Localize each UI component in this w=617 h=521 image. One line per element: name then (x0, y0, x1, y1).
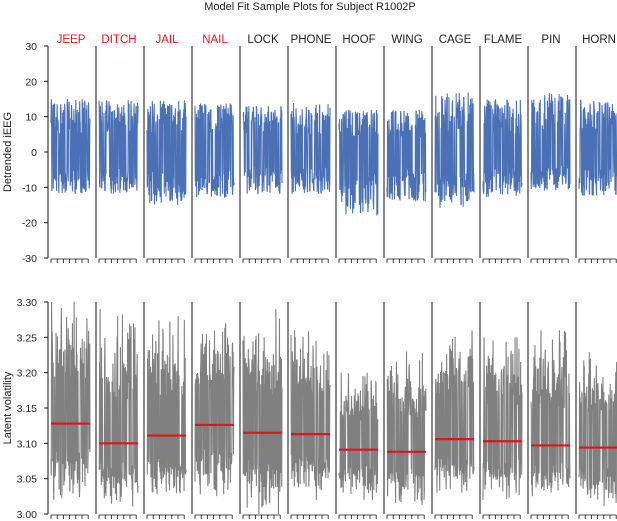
category-label: DITCH (101, 34, 136, 46)
y-tick-label-top: 30 (25, 41, 37, 53)
ieeg-trace (578, 99, 617, 196)
ieeg-trace (482, 99, 523, 197)
category-label: PHONE (291, 34, 332, 46)
volatility-trace (386, 351, 427, 505)
category-label: NAIL (202, 34, 228, 46)
y-tick-label-bottom: 3.30 (17, 297, 38, 309)
volatility-trace (530, 330, 571, 497)
panels-group: -30 -20 -10 0 10 20 30 3.00 3.05 3.10 3.15 3.20 3.25… (17, 34, 617, 521)
category-label: CAGE (439, 34, 472, 46)
volatility-trace (50, 301, 91, 500)
volatility-trace (434, 330, 475, 493)
category-label: JAIL (155, 34, 179, 46)
y-axis-label-top: Detrended iEEG (2, 112, 14, 192)
y-tick-label-bottom: 3.05 (17, 474, 38, 486)
y-tick-label-top: -10 (22, 182, 37, 194)
ieeg-trace (50, 99, 91, 194)
volatility-trace (146, 316, 187, 495)
category-label: LOCK (247, 34, 279, 46)
ieeg-trace (434, 92, 475, 208)
ieeg-trace (530, 92, 571, 191)
y-tick-label-top: 20 (25, 76, 37, 88)
category-label: JEEP (57, 34, 86, 46)
volatility-trace (338, 372, 379, 500)
volatility-trace (290, 330, 331, 500)
ieeg-trace (338, 109, 379, 216)
y-tick-label-bottom: 3.25 (17, 332, 38, 344)
category-label: HORN (582, 34, 616, 46)
y-tick-label-top: -30 (22, 253, 37, 265)
category-label: PIN (541, 34, 560, 46)
ieeg-trace (194, 103, 235, 198)
y-axis-label-bottom: Latent volatility (2, 371, 14, 444)
y-tick-label-bottom: 3.20 (17, 368, 38, 380)
category-label: FLAME (484, 34, 523, 46)
volatility-trace (578, 352, 617, 506)
y-tick-label-bottom: 3.00 (17, 509, 38, 521)
ieeg-trace (242, 105, 283, 195)
volatility-trace (482, 337, 523, 500)
y-tick-label-bottom: 3.15 (17, 403, 38, 415)
category-label: WING (391, 34, 422, 46)
volatility-trace (98, 309, 139, 507)
ieeg-trace (386, 109, 427, 202)
y-tick-label-top: -20 (22, 218, 37, 230)
y-tick-label-bottom: 3.10 (17, 438, 38, 450)
volatility-trace (242, 309, 283, 515)
y-tick-label-top: 0 (31, 147, 37, 159)
volatility-trace (194, 323, 235, 497)
chart-title: Model Fit Sample Plots for Subject R1002… (204, 1, 416, 13)
category-label: HOOF (342, 34, 375, 46)
ieeg-trace (98, 100, 139, 194)
y-tick-label-top: 10 (25, 112, 37, 124)
ieeg-trace (290, 102, 331, 194)
ieeg-trace (146, 100, 187, 205)
